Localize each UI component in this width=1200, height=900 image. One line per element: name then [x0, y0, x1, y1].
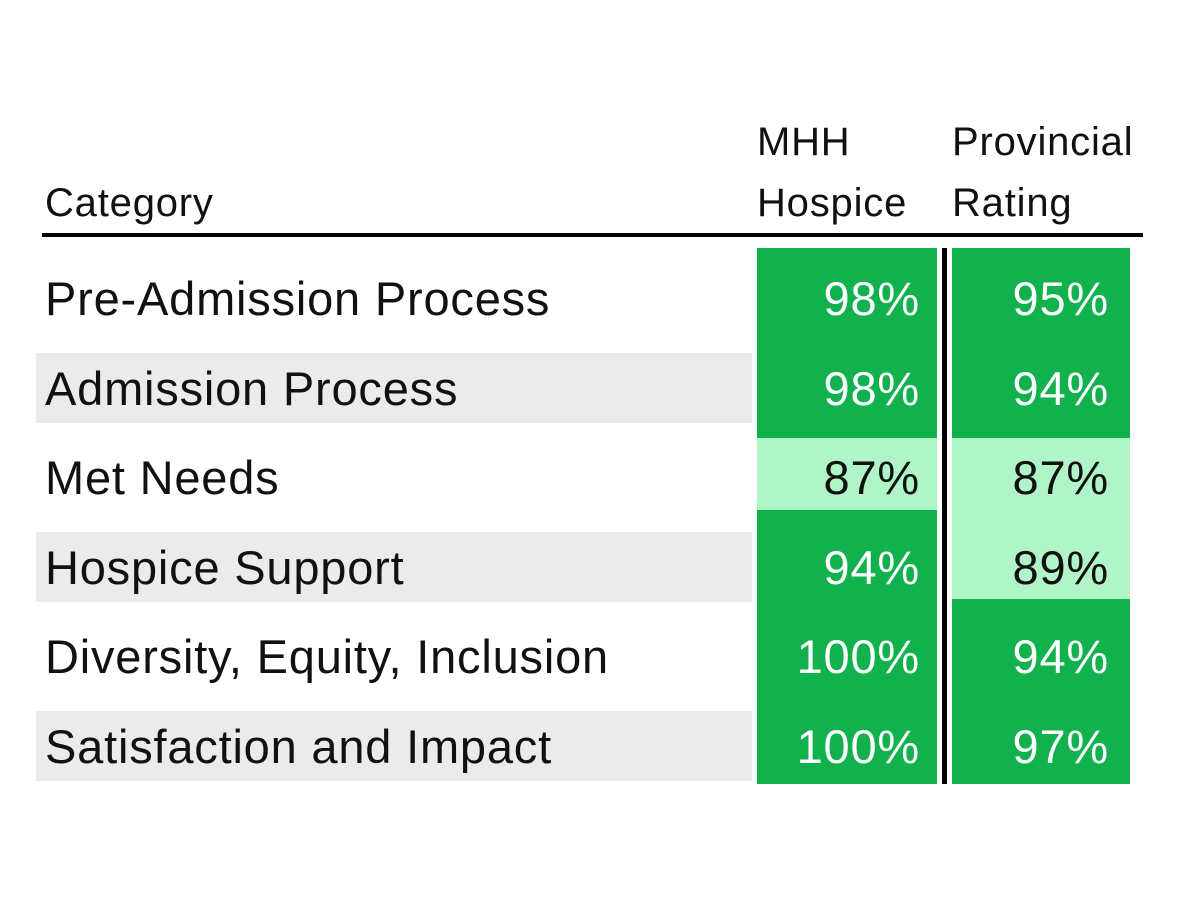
- category-cell: Diversity, Equity, Inclusion: [45, 630, 609, 683]
- provincial-value-cell: 89%: [1012, 540, 1109, 594]
- mhh-hospice-column-header: MHH Hospice: [757, 112, 907, 234]
- provincial-value-cell: 87%: [1012, 451, 1109, 504]
- mhh-column-background: [757, 248, 937, 784]
- category-column-header: Category: [45, 181, 214, 225]
- category-cell: Pre-Admission Process: [45, 272, 551, 325]
- column-divider: [942, 248, 947, 784]
- mhh-value-cell: 94%: [823, 540, 920, 594]
- mhh-header-line1: MHH: [757, 120, 851, 164]
- category-cell: Met Needs: [45, 451, 280, 504]
- row-stripe: [36, 353, 752, 423]
- header-rule: [42, 233, 1143, 237]
- provincial-low-score-highlight: [952, 438, 1130, 599]
- provincial-value-cell: 95%: [1012, 272, 1109, 325]
- row-stripe: [36, 532, 752, 602]
- mhh-value-cell: 98%: [823, 361, 920, 415]
- mhh-header-line2: Hospice: [757, 181, 908, 225]
- provincial-value-cell: 94%: [1012, 630, 1109, 683]
- mhh-low-score-highlight: [757, 438, 937, 510]
- provincial-rating-column-header: Provincial Rating: [952, 112, 1133, 234]
- category-cell: Admission Process: [45, 361, 459, 415]
- mhh-value-cell: 98%: [823, 272, 920, 325]
- category-cell: Hospice Support: [45, 540, 405, 594]
- mhh-value-cell: 100%: [796, 630, 920, 683]
- mhh-value-cell: 100%: [796, 719, 920, 773]
- provincial-header-line2: Rating: [952, 181, 1073, 225]
- row-stripe: [36, 711, 752, 781]
- provincial-value-cell: 97%: [1012, 719, 1109, 773]
- category-cell: Satisfaction and Impact: [45, 719, 552, 773]
- provincial-value-cell: 94%: [1012, 361, 1109, 415]
- provincial-header-line1: Provincial: [952, 120, 1134, 164]
- mhh-value-cell: 87%: [823, 451, 920, 504]
